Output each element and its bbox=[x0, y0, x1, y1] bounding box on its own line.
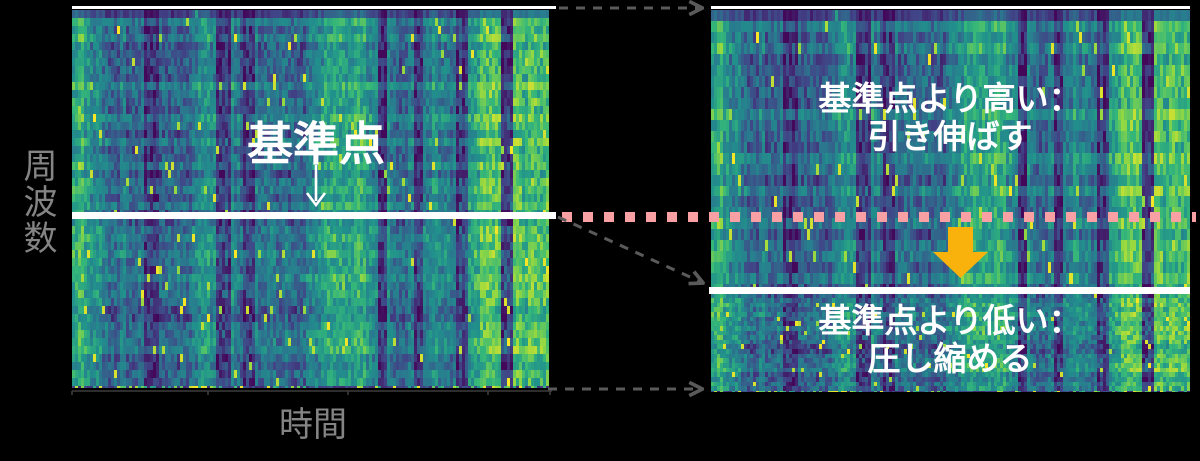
spectrogram-right bbox=[711, 10, 1190, 392]
compress-region-label: 基準点より低い： 圧し縮める bbox=[818, 302, 1081, 378]
stretch-region-label-line2: 引き伸ばす bbox=[867, 118, 1033, 155]
spectrogram-left bbox=[72, 10, 549, 388]
reference-guide-dotted-line bbox=[562, 212, 1196, 222]
compress-region-label-line2: 圧し縮める bbox=[867, 340, 1033, 377]
time-axis-label: 時間 bbox=[279, 406, 347, 444]
spectrogram-top-border-right bbox=[711, 6, 1190, 9]
time-axis-line bbox=[71, 390, 552, 395]
connector-arrow-middle bbox=[557, 215, 701, 282]
stretch-region-label: 基準点より高い： 引き伸ばす bbox=[818, 80, 1081, 156]
compress-region-label-line1: 基準点より低い： bbox=[818, 302, 1082, 339]
reference-line-right bbox=[709, 287, 1190, 294]
stretch-region-label-line1: 基準点より高い： bbox=[818, 80, 1082, 117]
frequency-axis-label: 周波数 bbox=[18, 148, 56, 256]
reference-point-label: 基準点 bbox=[247, 118, 385, 170]
reference-line-left bbox=[72, 212, 556, 219]
spectrogram-top-border-left bbox=[72, 6, 556, 9]
